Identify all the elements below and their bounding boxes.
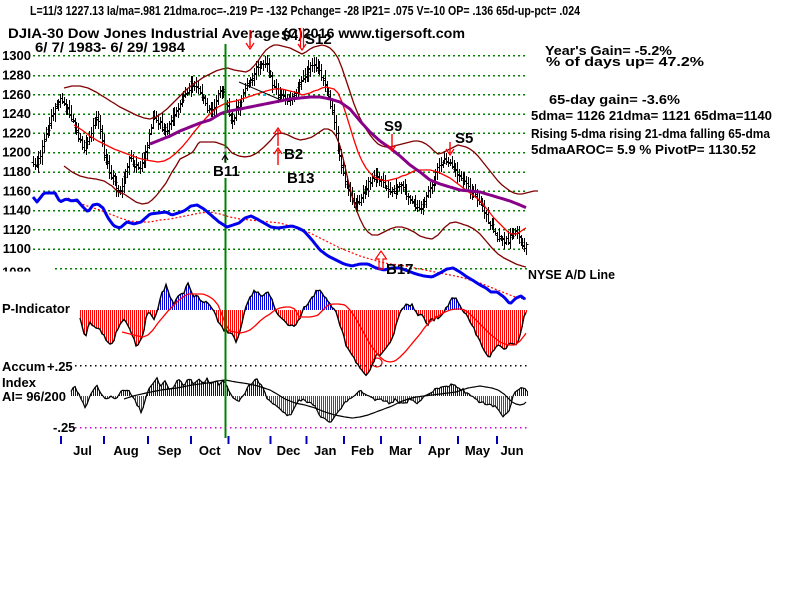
svg-text:Accum: Accum xyxy=(2,359,45,374)
svg-text:1160: 1160 xyxy=(3,183,31,198)
svg-text:6/ 7/ 1983- 6/ 29/ 1984: 6/ 7/ 1983- 6/ 29/ 1984 xyxy=(35,40,186,55)
svg-text:1080: 1080 xyxy=(2,265,31,280)
svg-text:B13: B13 xyxy=(287,170,315,187)
svg-text:B17: B17 xyxy=(386,261,414,278)
svg-text:5dmaAROC= 5.9 % PivotP= 1130.: 5dmaAROC= 5.9 % PivotP= 1130.52 xyxy=(531,142,756,157)
svg-text:DJIA-30 Dow Jones Industrial: DJIA-30 Dow Jones Industrial Average xyxy=(8,26,281,41)
svg-text:B11: B11 xyxy=(213,163,240,180)
svg-text:Feb: Feb xyxy=(351,443,374,458)
svg-text:65-day gain= -3.6%: 65-day gain= -3.6% xyxy=(549,92,680,107)
svg-text:1280: 1280 xyxy=(2,68,31,83)
svg-text:+.25: +.25 xyxy=(47,359,73,374)
svg-text:Nov: Nov xyxy=(237,443,262,458)
svg-text:NYSE A/D Line: NYSE A/D Line xyxy=(528,267,615,282)
svg-text:1120: 1120 xyxy=(3,222,31,237)
svg-text:Jul: Jul xyxy=(73,443,92,458)
svg-text:S9: S9 xyxy=(384,118,402,135)
svg-text:(C)2016 www.tigersoft.com: (C)2016 www.tigersoft.com xyxy=(283,26,465,41)
svg-text:1220: 1220 xyxy=(2,125,31,140)
svg-text:Dec: Dec xyxy=(277,443,301,458)
svg-text:S12: S12 xyxy=(305,31,332,48)
svg-text:S5: S5 xyxy=(455,130,473,147)
svg-text:1180: 1180 xyxy=(3,164,31,179)
svg-text:Mar: Mar xyxy=(389,443,412,458)
svg-text:Oct: Oct xyxy=(199,443,221,458)
svg-text:Year's Gain= -5.2%: Year's Gain= -5.2% xyxy=(545,43,672,58)
svg-text:1100: 1100 xyxy=(3,241,31,256)
svg-text:5dma= 1126 21dma= 1121 65dma=1: 5dma= 1126 21dma= 1121 65dma=1140 xyxy=(531,108,772,123)
svg-text:Index: Index xyxy=(2,375,37,390)
svg-text:-.25: -.25 xyxy=(53,420,75,435)
svg-text:P-Indicator: P-Indicator xyxy=(2,301,70,316)
svg-text:L=11/3 1227.13 Ia/ma=.981 21: L=11/3 1227.13 Ia/ma=.981 21dma.roc=-.21… xyxy=(30,4,580,18)
svg-text:Sep: Sep xyxy=(158,443,182,458)
svg-text:1140: 1140 xyxy=(3,203,31,218)
svg-text:% of days up= 47.2%: % of days up= 47.2% xyxy=(546,54,705,69)
svg-text:1200: 1200 xyxy=(2,145,31,160)
svg-text:Jan: Jan xyxy=(314,443,336,458)
svg-text:B2: B2 xyxy=(284,146,303,163)
svg-text:Apr: Apr xyxy=(428,443,450,458)
svg-text:1260: 1260 xyxy=(2,87,31,102)
svg-text:Rising 5-dma rising 21-dma f: Rising 5-dma rising 21-dma falling 65-dm… xyxy=(531,126,771,141)
svg-text:S4: S4 xyxy=(281,27,298,43)
svg-text:Aug: Aug xyxy=(113,443,138,458)
svg-text:AI= 96/200: AI= 96/200 xyxy=(2,389,66,404)
svg-text:1300: 1300 xyxy=(2,48,31,63)
svg-text:1240: 1240 xyxy=(2,106,31,121)
svg-text:Jun: Jun xyxy=(500,443,523,458)
svg-text:May: May xyxy=(465,443,491,458)
